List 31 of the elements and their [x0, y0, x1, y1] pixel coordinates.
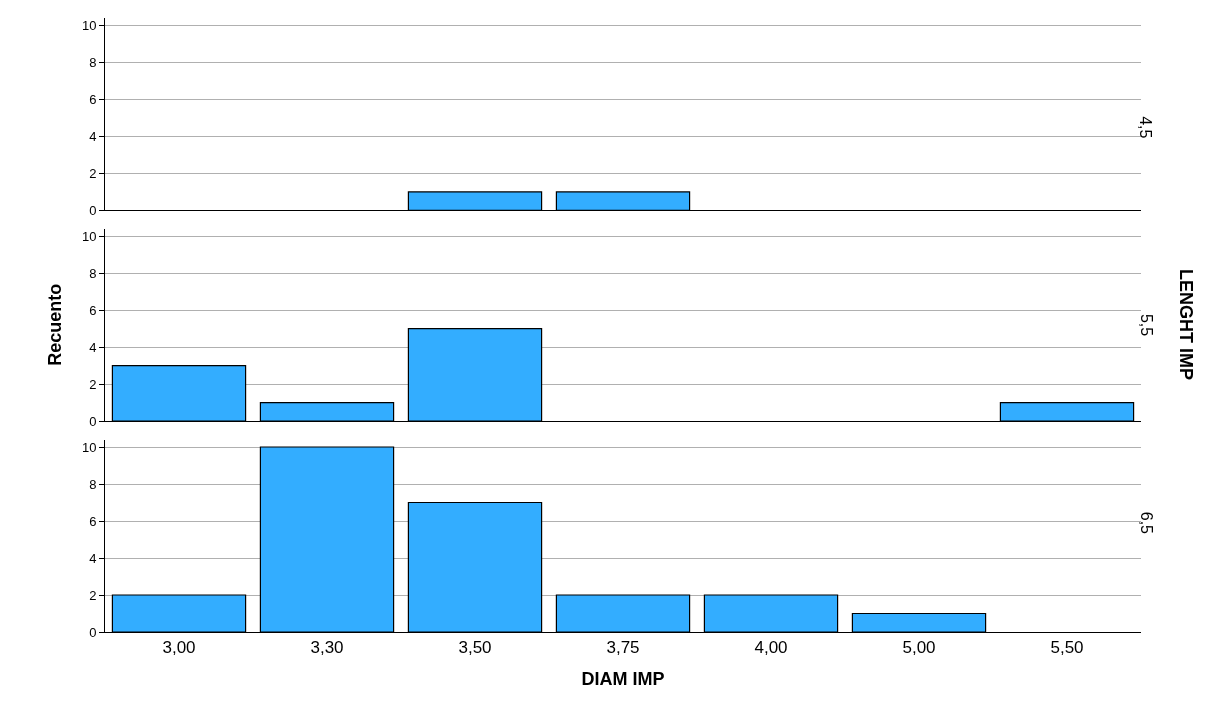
annotation: 4,5	[1137, 116, 1155, 139]
y-tick-label: 0	[89, 413, 97, 429]
y-tick-label: 10	[81, 228, 97, 244]
x-tick-label: 4,00	[754, 638, 788, 658]
y-tick-label: 10	[81, 17, 97, 33]
y-tick-label: 2	[89, 376, 97, 392]
y-tick-label: 2	[89, 165, 97, 181]
y-axis-title: Recuento	[44, 283, 65, 366]
x-tick-label: 3,50	[458, 638, 492, 658]
annotation: 5,5	[1138, 313, 1156, 337]
y-tick-label: 0	[89, 202, 97, 218]
y-tick-label: 4	[89, 550, 97, 566]
annotation: 6,5	[1137, 511, 1155, 535]
x-tick-label: 5,00	[902, 638, 936, 658]
y-tick-label: 8	[89, 54, 97, 70]
x-tick-label: 3,00	[162, 638, 196, 658]
y-tick-label: 6	[89, 513, 97, 529]
y-tick-label: 6	[89, 91, 97, 107]
y-tick-label: 4	[89, 339, 97, 355]
y-tick-label: 8	[89, 265, 97, 281]
x-tick-label: 5,50	[1050, 638, 1084, 658]
y-tick-label: 0	[89, 624, 97, 640]
y2-axis-title: LENGHT IMP	[1175, 269, 1196, 381]
x-tick-label: 3,30	[310, 638, 344, 658]
x-tick-label: 3,75	[606, 638, 640, 658]
y-tick-label: 6	[89, 302, 97, 318]
y-tick-label: 8	[89, 476, 97, 492]
y-tick-label: 10	[81, 439, 97, 455]
y-tick-label: 4	[89, 128, 97, 144]
x-axis-title: DIAM IMP	[581, 668, 665, 689]
y-tick-label: 2	[89, 587, 97, 603]
